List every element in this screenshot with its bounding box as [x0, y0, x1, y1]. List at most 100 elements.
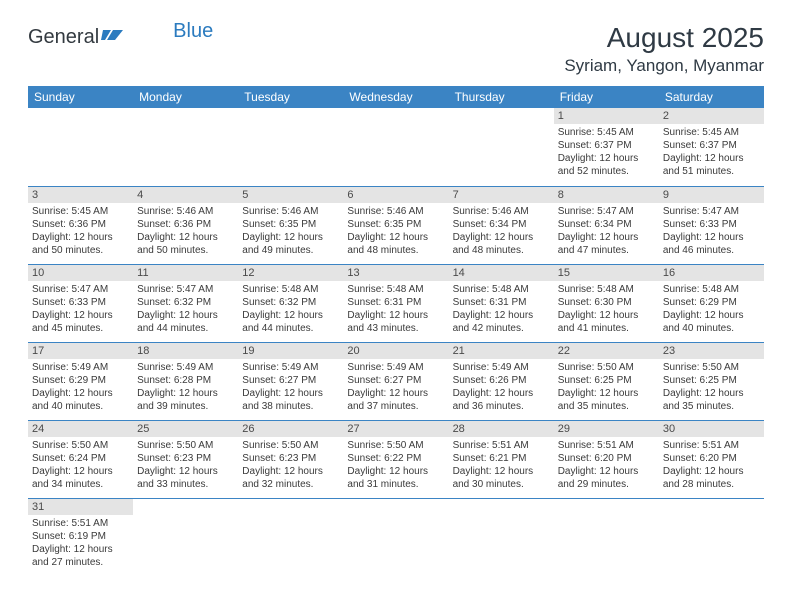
weekday-header: Wednesday	[343, 86, 448, 108]
calendar-week-row: 10Sunrise: 5:47 AMSunset: 6:33 PMDayligh…	[28, 264, 764, 342]
calendar-day-cell: 22Sunrise: 5:50 AMSunset: 6:25 PMDayligh…	[554, 342, 659, 420]
calendar-empty-cell	[343, 108, 448, 186]
calendar-day-cell: 11Sunrise: 5:47 AMSunset: 6:32 PMDayligh…	[133, 264, 238, 342]
weekday-header: Friday	[554, 86, 659, 108]
calendar-day-cell: 6Sunrise: 5:46 AMSunset: 6:35 PMDaylight…	[343, 186, 448, 264]
calendar-day-cell: 10Sunrise: 5:47 AMSunset: 6:33 PMDayligh…	[28, 264, 133, 342]
day-number: 12	[238, 265, 343, 281]
day-number: 6	[343, 187, 448, 203]
day-number: 1	[554, 108, 659, 124]
calendar-day-cell: 16Sunrise: 5:48 AMSunset: 6:29 PMDayligh…	[659, 264, 764, 342]
day-details: Sunrise: 5:47 AMSunset: 6:33 PMDaylight:…	[28, 281, 133, 339]
day-number: 9	[659, 187, 764, 203]
calendar-day-cell: 18Sunrise: 5:49 AMSunset: 6:28 PMDayligh…	[133, 342, 238, 420]
page-header: General Blue August 2025 Syriam, Yangon,…	[28, 22, 764, 76]
day-number: 18	[133, 343, 238, 359]
calendar-day-cell: 23Sunrise: 5:50 AMSunset: 6:25 PMDayligh…	[659, 342, 764, 420]
day-number: 19	[238, 343, 343, 359]
calendar-empty-cell	[133, 108, 238, 186]
calendar-day-cell: 25Sunrise: 5:50 AMSunset: 6:23 PMDayligh…	[133, 420, 238, 498]
day-details: Sunrise: 5:50 AMSunset: 6:22 PMDaylight:…	[343, 437, 448, 495]
day-details: Sunrise: 5:49 AMSunset: 6:26 PMDaylight:…	[449, 359, 554, 417]
calendar-day-cell: 29Sunrise: 5:51 AMSunset: 6:20 PMDayligh…	[554, 420, 659, 498]
calendar-week-row: 1Sunrise: 5:45 AMSunset: 6:37 PMDaylight…	[28, 108, 764, 186]
day-details: Sunrise: 5:48 AMSunset: 6:29 PMDaylight:…	[659, 281, 764, 339]
day-number: 21	[449, 343, 554, 359]
calendar-day-cell: 12Sunrise: 5:48 AMSunset: 6:32 PMDayligh…	[238, 264, 343, 342]
calendar-day-cell: 5Sunrise: 5:46 AMSunset: 6:35 PMDaylight…	[238, 186, 343, 264]
day-details: Sunrise: 5:48 AMSunset: 6:31 PMDaylight:…	[449, 281, 554, 339]
calendar-day-cell: 8Sunrise: 5:47 AMSunset: 6:34 PMDaylight…	[554, 186, 659, 264]
day-number: 17	[28, 343, 133, 359]
day-details: Sunrise: 5:48 AMSunset: 6:32 PMDaylight:…	[238, 281, 343, 339]
calendar-empty-cell	[343, 498, 448, 576]
day-details: Sunrise: 5:51 AMSunset: 6:19 PMDaylight:…	[28, 515, 133, 573]
calendar-week-row: 31Sunrise: 5:51 AMSunset: 6:19 PMDayligh…	[28, 498, 764, 576]
day-details: Sunrise: 5:45 AMSunset: 6:37 PMDaylight:…	[554, 124, 659, 182]
month-title: August 2025	[564, 22, 764, 54]
day-details: Sunrise: 5:51 AMSunset: 6:21 PMDaylight:…	[449, 437, 554, 495]
calendar-week-row: 17Sunrise: 5:49 AMSunset: 6:29 PMDayligh…	[28, 342, 764, 420]
calendar-day-cell: 14Sunrise: 5:48 AMSunset: 6:31 PMDayligh…	[449, 264, 554, 342]
title-block: August 2025 Syriam, Yangon, Myanmar	[564, 22, 764, 76]
calendar-day-cell: 24Sunrise: 5:50 AMSunset: 6:24 PMDayligh…	[28, 420, 133, 498]
calendar-table: SundayMondayTuesdayWednesdayThursdayFrid…	[28, 86, 764, 576]
day-details: Sunrise: 5:50 AMSunset: 6:25 PMDaylight:…	[554, 359, 659, 417]
day-details: Sunrise: 5:46 AMSunset: 6:35 PMDaylight:…	[238, 203, 343, 261]
day-details: Sunrise: 5:49 AMSunset: 6:28 PMDaylight:…	[133, 359, 238, 417]
day-number: 4	[133, 187, 238, 203]
calendar-day-cell: 9Sunrise: 5:47 AMSunset: 6:33 PMDaylight…	[659, 186, 764, 264]
day-number: 13	[343, 265, 448, 281]
day-details: Sunrise: 5:47 AMSunset: 6:33 PMDaylight:…	[659, 203, 764, 261]
calendar-page: General Blue August 2025 Syriam, Yangon,…	[0, 0, 792, 576]
day-number: 27	[343, 421, 448, 437]
calendar-empty-cell	[28, 108, 133, 186]
day-details: Sunrise: 5:49 AMSunset: 6:27 PMDaylight:…	[343, 359, 448, 417]
day-number: 22	[554, 343, 659, 359]
calendar-day-cell: 13Sunrise: 5:48 AMSunset: 6:31 PMDayligh…	[343, 264, 448, 342]
day-details: Sunrise: 5:50 AMSunset: 6:23 PMDaylight:…	[238, 437, 343, 495]
calendar-day-cell: 26Sunrise: 5:50 AMSunset: 6:23 PMDayligh…	[238, 420, 343, 498]
calendar-day-cell: 28Sunrise: 5:51 AMSunset: 6:21 PMDayligh…	[449, 420, 554, 498]
calendar-day-cell: 2Sunrise: 5:45 AMSunset: 6:37 PMDaylight…	[659, 108, 764, 186]
day-details: Sunrise: 5:46 AMSunset: 6:35 PMDaylight:…	[343, 203, 448, 261]
day-details: Sunrise: 5:50 AMSunset: 6:25 PMDaylight:…	[659, 359, 764, 417]
day-number: 3	[28, 187, 133, 203]
day-number: 20	[343, 343, 448, 359]
logo-text-general: General	[28, 26, 99, 49]
day-details: Sunrise: 5:48 AMSunset: 6:30 PMDaylight:…	[554, 281, 659, 339]
day-details: Sunrise: 5:46 AMSunset: 6:34 PMDaylight:…	[449, 203, 554, 261]
calendar-day-cell: 19Sunrise: 5:49 AMSunset: 6:27 PMDayligh…	[238, 342, 343, 420]
calendar-day-cell: 20Sunrise: 5:49 AMSunset: 6:27 PMDayligh…	[343, 342, 448, 420]
calendar-header-row: SundayMondayTuesdayWednesdayThursdayFrid…	[28, 86, 764, 108]
day-number: 8	[554, 187, 659, 203]
calendar-day-cell: 17Sunrise: 5:49 AMSunset: 6:29 PMDayligh…	[28, 342, 133, 420]
day-details: Sunrise: 5:51 AMSunset: 6:20 PMDaylight:…	[554, 437, 659, 495]
day-number: 10	[28, 265, 133, 281]
day-number: 25	[133, 421, 238, 437]
day-details: Sunrise: 5:45 AMSunset: 6:37 PMDaylight:…	[659, 124, 764, 182]
day-details: Sunrise: 5:45 AMSunset: 6:36 PMDaylight:…	[28, 203, 133, 261]
day-number: 14	[449, 265, 554, 281]
calendar-empty-cell	[449, 498, 554, 576]
day-number: 16	[659, 265, 764, 281]
day-details: Sunrise: 5:50 AMSunset: 6:23 PMDaylight:…	[133, 437, 238, 495]
day-number: 24	[28, 421, 133, 437]
weekday-header: Monday	[133, 86, 238, 108]
day-number: 30	[659, 421, 764, 437]
day-number: 2	[659, 108, 764, 124]
day-details: Sunrise: 5:51 AMSunset: 6:20 PMDaylight:…	[659, 437, 764, 495]
day-details: Sunrise: 5:47 AMSunset: 6:32 PMDaylight:…	[133, 281, 238, 339]
calendar-empty-cell	[659, 498, 764, 576]
day-details: Sunrise: 5:49 AMSunset: 6:29 PMDaylight:…	[28, 359, 133, 417]
calendar-day-cell: 31Sunrise: 5:51 AMSunset: 6:19 PMDayligh…	[28, 498, 133, 576]
day-details: Sunrise: 5:47 AMSunset: 6:34 PMDaylight:…	[554, 203, 659, 261]
day-details: Sunrise: 5:50 AMSunset: 6:24 PMDaylight:…	[28, 437, 133, 495]
logo-text-blue: Blue	[173, 20, 213, 43]
logo: General Blue	[28, 26, 213, 49]
day-number: 28	[449, 421, 554, 437]
day-number: 15	[554, 265, 659, 281]
calendar-day-cell: 3Sunrise: 5:45 AMSunset: 6:36 PMDaylight…	[28, 186, 133, 264]
location-text: Syriam, Yangon, Myanmar	[564, 56, 764, 76]
day-details: Sunrise: 5:46 AMSunset: 6:36 PMDaylight:…	[133, 203, 238, 261]
